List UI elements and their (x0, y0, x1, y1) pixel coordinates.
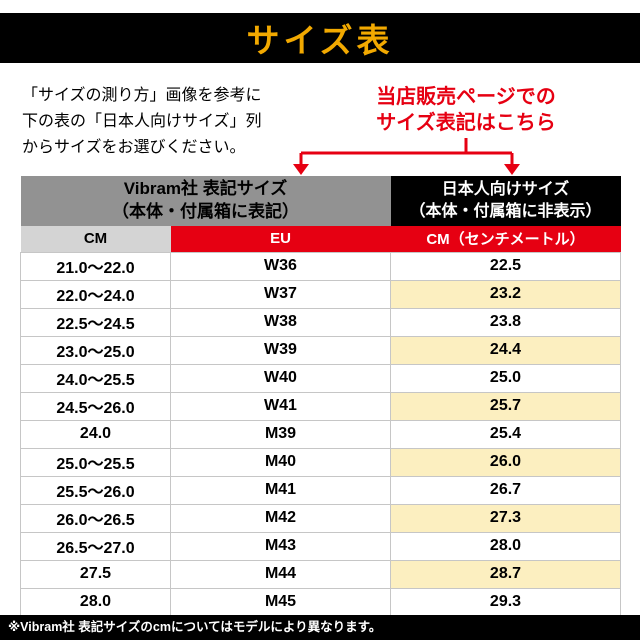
jp-size-cell: 22.5 (390, 251, 621, 281)
table-row: 26.5〜27.0 M43 28.0 (20, 531, 621, 561)
eu-size-cell: W36 (170, 251, 391, 281)
intro-line-1: 「サイズの測り方」画像を参考に (22, 87, 262, 104)
table-row: 23.0〜25.0 W39 24.4 (20, 335, 621, 365)
japan-size-header: 日本人向けサイズ （本体・付属箱に非表示） (390, 176, 621, 226)
size-table: Vibram社 表記サイズ （本体・付属箱に表記） 日本人向けサイズ （本体・付… (20, 176, 621, 617)
table-row: 25.0〜25.5 M40 26.0 (20, 447, 621, 477)
cm-range-cell: 23.0〜25.0 (20, 335, 171, 365)
jp-size-cell: 23.8 (390, 307, 621, 337)
footer-note: ※Vibram社 表記サイズのcmについてはモデルにより異なります。 (0, 615, 640, 640)
cm-range-cell: 22.0〜24.0 (20, 279, 171, 309)
eu-size-cell: W38 (170, 307, 391, 337)
jp-size-cell: 27.3 (390, 503, 621, 533)
cm-range-cell: 24.0〜25.5 (20, 363, 171, 393)
table-row: 25.5〜26.0 M41 26.7 (20, 475, 621, 505)
table-row: 26.0〜26.5 M42 27.3 (20, 503, 621, 533)
column-header-cm: CM (20, 226, 171, 252)
vibram-size-header-line-1: Vibram社 表記サイズ (123, 179, 288, 199)
table-row: 24.0〜25.5 W40 25.0 (20, 363, 621, 393)
eu-size-cell: W39 (170, 335, 391, 365)
column-header-jp-cm: CM（センチメートル） (390, 226, 621, 252)
intro-line-3: からサイズをお選びください。 (22, 139, 246, 156)
cm-range-cell: 24.5〜26.0 (20, 391, 171, 421)
callout-line-2: サイズ表記はこちら (376, 112, 556, 134)
table-row: 27.5 M44 28.7 (20, 559, 621, 589)
intro-text: 「サイズの測り方」画像を参考に 下の表の「日本人向けサイズ」列 からサイズをお選… (22, 83, 262, 161)
cm-range-cell: 27.5 (20, 559, 171, 589)
eu-size-cell: M41 (170, 475, 391, 505)
column-header-row: CM EU CM（センチメートル） (20, 226, 621, 252)
eu-size-cell: M39 (170, 419, 391, 449)
jp-size-cell: 28.7 (390, 559, 621, 589)
eu-size-cell: W37 (170, 279, 391, 309)
cm-range-cell: 22.5〜24.5 (20, 307, 171, 337)
table-row: 24.0 M39 25.4 (20, 419, 621, 449)
group-header-row: Vibram社 表記サイズ （本体・付属箱に表記） 日本人向けサイズ （本体・付… (20, 176, 621, 226)
page-title-banner: サイズ表 (0, 13, 640, 63)
vibram-size-header: Vibram社 表記サイズ （本体・付属箱に表記） (20, 176, 391, 226)
table-row: 24.5〜26.0 W41 25.7 (20, 391, 621, 421)
eu-size-cell: W41 (170, 391, 391, 421)
callout-text: 当店販売ページでの サイズ表記はこちら (326, 84, 606, 136)
callout-line-1: 当店販売ページでの (376, 86, 556, 108)
jp-size-cell: 26.7 (390, 475, 621, 505)
eu-size-cell: M40 (170, 447, 391, 477)
eu-size-cell: M44 (170, 559, 391, 589)
table-row: 22.0〜24.0 W37 23.2 (20, 279, 621, 309)
eu-size-cell: M43 (170, 531, 391, 561)
eu-size-cell: M45 (170, 587, 391, 617)
table-row: 21.0〜22.0 W36 22.5 (20, 251, 621, 281)
eu-size-cell: M42 (170, 503, 391, 533)
jp-size-cell: 26.0 (390, 447, 621, 477)
page-title: サイズ表 (246, 22, 394, 59)
jp-size-cell: 29.3 (390, 587, 621, 617)
table-row: 22.5〜24.5 W38 23.8 (20, 307, 621, 337)
vibram-size-header-line-2: （本体・付属箱に表記） (112, 202, 299, 221)
size-table-body: 21.0〜22.0 W36 22.5 22.0〜24.0 W37 23.2 22.5〜24.… (20, 251, 621, 617)
eu-size-cell: W40 (170, 363, 391, 393)
cm-range-cell: 24.0 (20, 419, 171, 449)
cm-range-cell: 25.5〜26.0 (20, 475, 171, 505)
jp-size-cell: 23.2 (390, 279, 621, 309)
japan-size-header-line-1: 日本人向けサイズ (441, 181, 570, 199)
jp-size-cell: 25.7 (390, 391, 621, 421)
column-header-eu: EU (170, 226, 391, 252)
cm-range-cell: 25.0〜25.5 (20, 447, 171, 477)
cm-range-cell: 21.0〜22.0 (20, 251, 171, 281)
jp-size-cell: 28.0 (390, 531, 621, 561)
jp-size-cell: 25.4 (390, 419, 621, 449)
intro-line-2: 下の表の「日本人向けサイズ」列 (22, 113, 262, 130)
cm-range-cell: 28.0 (20, 587, 171, 617)
japan-size-header-line-2: （本体・付属箱に非表示） (409, 203, 602, 220)
cm-range-cell: 26.5〜27.0 (20, 531, 171, 561)
cm-range-cell: 26.0〜26.5 (20, 503, 171, 533)
table-row: 28.0 M45 29.3 (20, 587, 621, 617)
jp-size-cell: 25.0 (390, 363, 621, 393)
jp-size-cell: 24.4 (390, 335, 621, 365)
